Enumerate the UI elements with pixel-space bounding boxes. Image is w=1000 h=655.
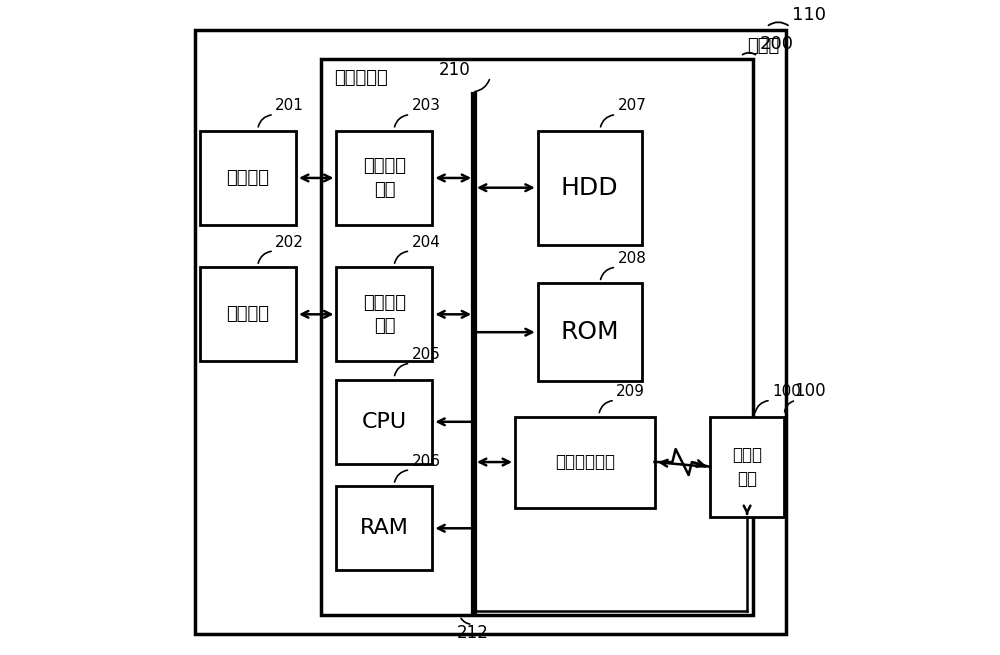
Text: 204: 204 [412, 234, 440, 250]
Text: 202: 202 [275, 234, 304, 250]
Text: 207: 207 [618, 98, 646, 113]
Text: 操作单元: 操作单元 [227, 169, 270, 187]
Text: 110: 110 [792, 6, 826, 24]
Text: 计时器
单元: 计时器 单元 [732, 446, 762, 488]
Text: 205: 205 [412, 347, 440, 362]
Text: 208: 208 [618, 251, 646, 266]
Text: 控制器单元: 控制器单元 [334, 69, 388, 87]
Bar [200, 267, 296, 362]
Text: ROM: ROM [560, 320, 619, 344]
Text: 显示单元
接口: 显示单元 接口 [363, 293, 406, 335]
Text: 服务器: 服务器 [747, 37, 779, 55]
Text: RAM: RAM [360, 518, 409, 538]
Bar [336, 267, 432, 362]
Bar [336, 380, 432, 464]
Bar [321, 60, 753, 614]
Text: HDD: HDD [561, 176, 618, 200]
Bar [515, 417, 655, 508]
Text: 100: 100 [794, 383, 826, 400]
Text: 200: 200 [760, 35, 794, 53]
Text: 209: 209 [616, 384, 645, 399]
Text: 201: 201 [275, 98, 304, 113]
Bar [336, 486, 432, 571]
Text: 210: 210 [439, 61, 471, 79]
Bar [200, 131, 296, 225]
Text: 100: 100 [772, 384, 801, 399]
Text: 203: 203 [412, 98, 441, 113]
Text: CPU: CPU [362, 412, 407, 432]
Text: 206: 206 [412, 453, 441, 468]
Text: 操作单元
接口: 操作单元 接口 [363, 157, 406, 198]
Bar [538, 284, 642, 381]
Bar [538, 131, 642, 244]
Text: 212: 212 [457, 624, 489, 643]
Bar [336, 131, 432, 225]
Text: 显示单元: 显示单元 [227, 305, 270, 324]
Text: 通信控制单元: 通信控制单元 [555, 453, 615, 471]
Bar [710, 417, 784, 517]
